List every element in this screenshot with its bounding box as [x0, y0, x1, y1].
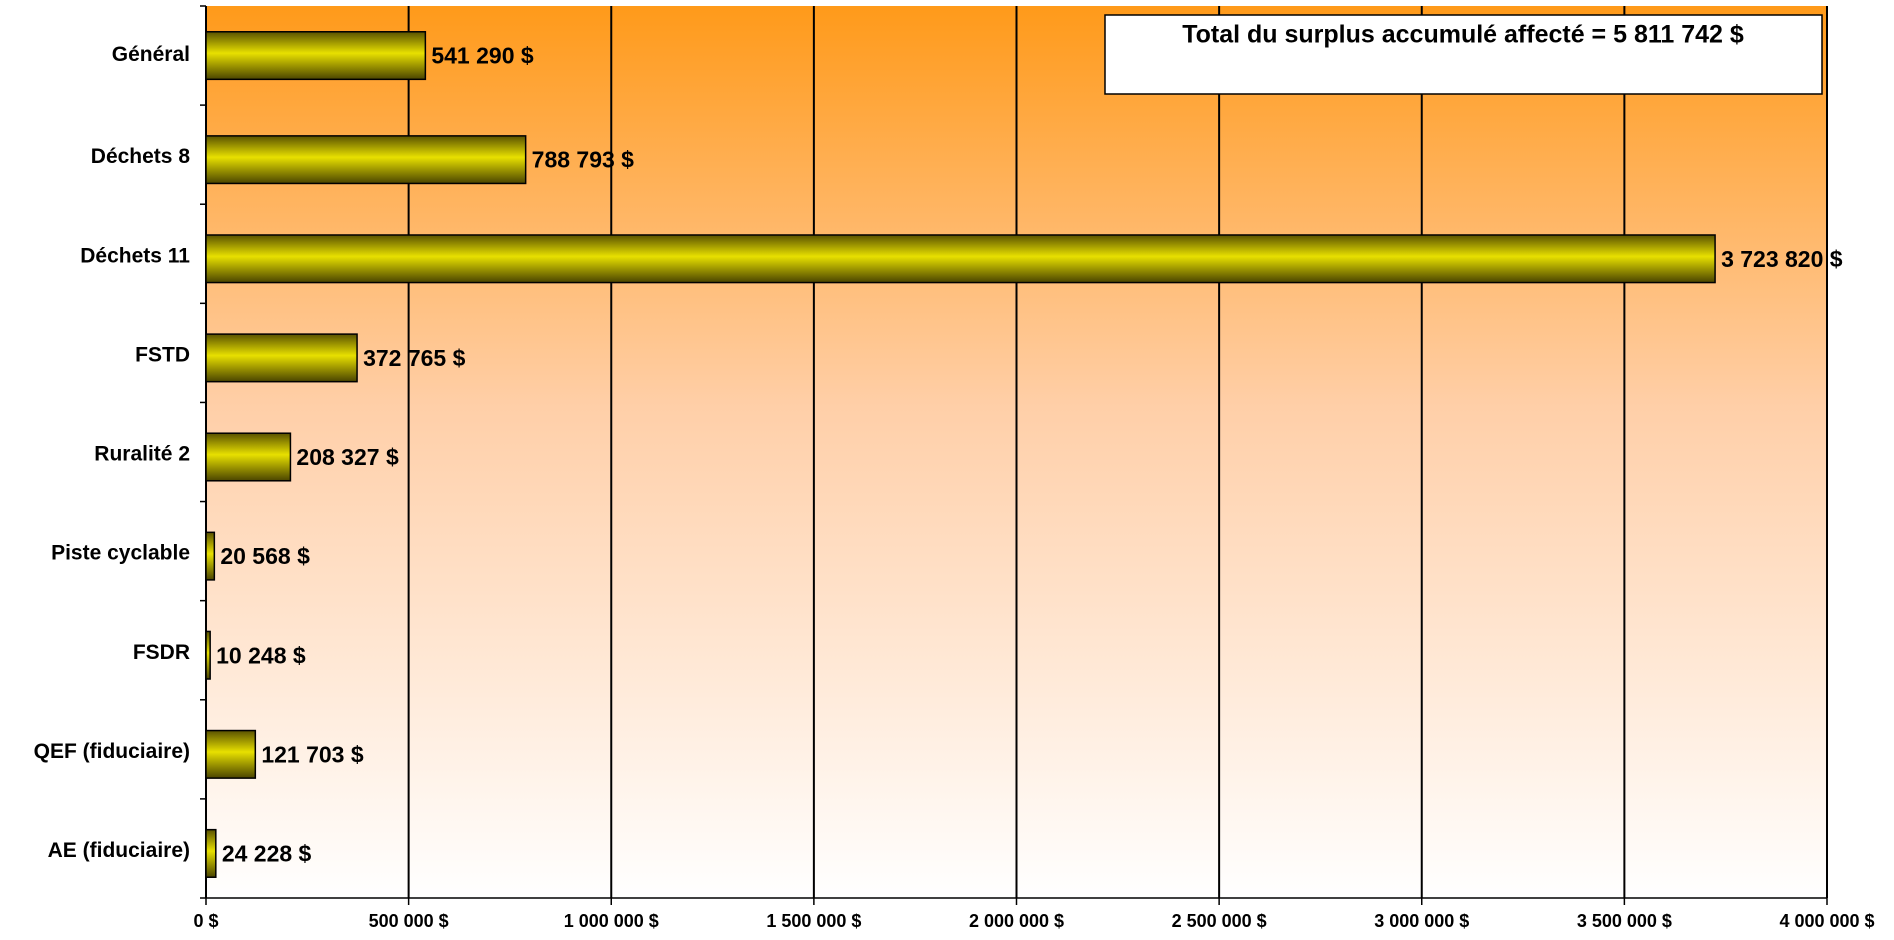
annotation-box: [1104, 14, 1823, 95]
y-tick-label: Piste cyclable: [51, 542, 190, 565]
data-label: 10 248 $: [216, 642, 306, 668]
bar: [205, 135, 527, 185]
data-label: 208 327 $: [296, 444, 399, 470]
x-tick-label: 1 500 000 $: [766, 911, 861, 931]
bar: [205, 729, 257, 779]
y-tick-label: Déchets 11: [80, 244, 190, 267]
bar: [205, 31, 427, 81]
x-tick-label: 1 000 000 $: [564, 911, 659, 931]
data-label: 788 793 $: [532, 147, 635, 173]
data-label: 24 228 $: [222, 841, 312, 867]
y-tick-label: AE (fiduciaire): [48, 839, 190, 862]
x-tick-label: 2 000 000 $: [969, 911, 1064, 931]
x-tick-label: 3 000 000 $: [1374, 911, 1469, 931]
data-label: 3 723 820 $: [1721, 246, 1843, 272]
y-tick-label: QEF (fiduciaire): [34, 740, 190, 763]
bar: [205, 432, 292, 482]
bar: [205, 531, 216, 581]
y-tick-label: Général: [112, 43, 190, 66]
data-label: 372 765 $: [363, 345, 466, 371]
x-tick-label: 4 000 000 $: [1779, 911, 1874, 931]
annotation: Total du surplus accumulé affecté = 5 81…: [1182, 21, 1744, 49]
bar: [205, 234, 1716, 284]
y-tick-label: FSTD: [135, 343, 190, 366]
bar: [205, 630, 211, 680]
y-tick-label: Ruralité 2: [94, 443, 190, 466]
data-label: 20 568 $: [220, 543, 310, 569]
y-tick-label: Déchets 8: [91, 145, 191, 168]
x-tick-label: 2 500 000 $: [1172, 911, 1267, 931]
data-label: 121 703 $: [261, 741, 364, 767]
x-tick-label: 0 $: [193, 911, 218, 931]
x-tick-label: 500 000 $: [369, 911, 449, 931]
y-tick-label: FSDR: [133, 641, 190, 664]
data-label: 541 290 $: [431, 43, 534, 69]
bar: [205, 333, 358, 383]
bar: [205, 828, 217, 878]
x-tick-label: 3 500 000 $: [1577, 911, 1672, 931]
